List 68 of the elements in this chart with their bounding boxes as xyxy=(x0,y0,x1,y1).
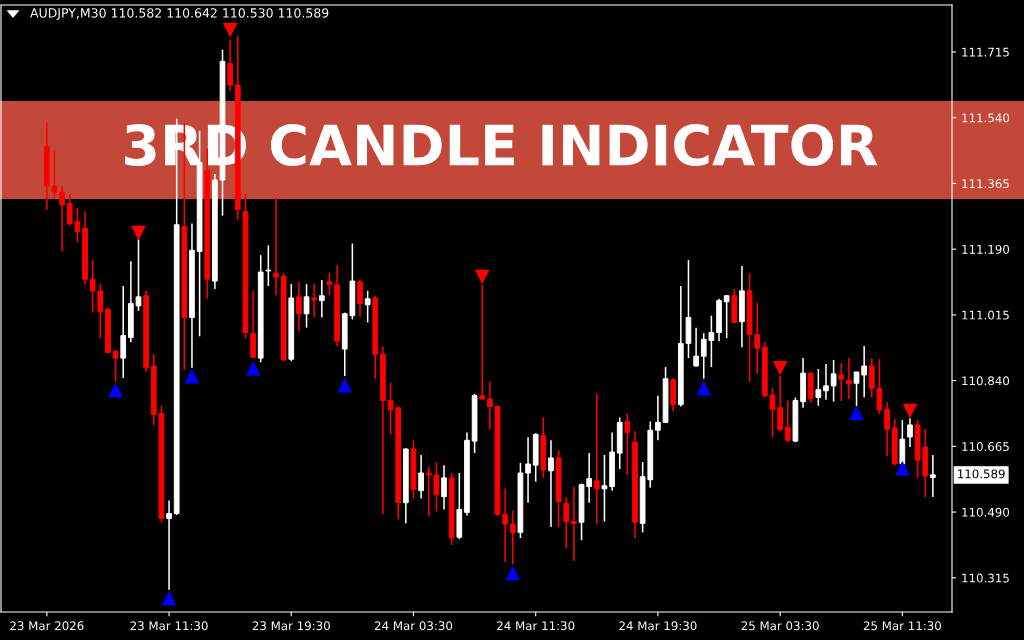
candlestick xyxy=(418,454,424,500)
point xyxy=(474,269,490,285)
candlestick xyxy=(273,197,279,296)
candlestick xyxy=(303,283,310,329)
candlestick xyxy=(723,294,730,339)
point xyxy=(895,460,910,476)
candlestick xyxy=(357,278,363,318)
x-tick-label: 25 Mar 11:30 xyxy=(863,621,941,631)
chart-title: AUDJPY,M30 110.582 110.642 110.530 110.589 xyxy=(30,8,329,20)
candlestick xyxy=(509,509,516,565)
x-tick-label: 23 Mar 11:30 xyxy=(130,621,208,631)
y-tick-label: 111.715 xyxy=(962,47,1009,57)
candlestick xyxy=(571,485,577,562)
x-tick-label: 23 Mar 2026 xyxy=(10,621,84,631)
point xyxy=(161,590,177,606)
candlestick xyxy=(120,285,127,379)
point xyxy=(772,360,788,376)
candlestick xyxy=(318,279,325,319)
candlestick xyxy=(326,272,333,296)
candlestick xyxy=(601,454,608,523)
y-tick-label: 111.365 xyxy=(962,179,1009,189)
candlestick xyxy=(655,394,661,442)
candlestick xyxy=(166,499,172,591)
y-tick-label: 111.015 xyxy=(962,310,1009,320)
y-tick-label: 110.665 xyxy=(962,442,1009,452)
y-tick-label: 110.840 xyxy=(962,376,1010,386)
candlestick xyxy=(112,349,119,383)
y-tick-label: 110.315 xyxy=(962,573,1009,583)
candlestick xyxy=(441,464,447,511)
x-tick-label: 23 Mar 19:30 xyxy=(252,621,330,631)
candlestick xyxy=(884,401,890,457)
x-tick-label: 25 Mar 03:30 xyxy=(741,621,819,631)
point xyxy=(184,368,200,384)
candlestick xyxy=(525,436,531,504)
candlestick xyxy=(624,412,631,476)
candlestick xyxy=(59,185,65,253)
point xyxy=(131,225,146,241)
candlestick xyxy=(563,496,570,549)
point xyxy=(245,360,261,376)
candlestick xyxy=(311,283,318,319)
candlestick xyxy=(907,417,913,448)
y-tick-label: 111.540 xyxy=(962,113,1010,123)
x-tick-label: 24 Mar 11:30 xyxy=(497,621,575,631)
candlestick xyxy=(593,393,600,525)
candlestick xyxy=(846,357,852,400)
point xyxy=(108,382,123,398)
point xyxy=(222,22,238,38)
candlestick xyxy=(227,38,234,92)
candlestick xyxy=(830,359,837,403)
candlestick xyxy=(296,281,302,333)
y-tick-label: 111.190 xyxy=(962,244,1010,254)
candlestick xyxy=(930,454,936,498)
x-tick-label: 24 Mar 19:30 xyxy=(619,621,697,631)
candlestick xyxy=(548,439,554,528)
point xyxy=(505,565,521,581)
candlestick xyxy=(693,326,699,368)
candlestick xyxy=(838,362,845,402)
candlestick xyxy=(823,363,829,401)
candlestick xyxy=(364,290,371,324)
point xyxy=(849,405,864,421)
candlestick xyxy=(784,399,791,443)
x-tick-label: 24 Mar 03:30 xyxy=(374,621,453,631)
text: 110.589 xyxy=(958,469,1005,479)
candlestick xyxy=(815,368,822,407)
point xyxy=(696,380,712,396)
y-tick-label: 110.490 xyxy=(962,507,1010,517)
point xyxy=(337,377,353,393)
point xyxy=(902,403,918,419)
